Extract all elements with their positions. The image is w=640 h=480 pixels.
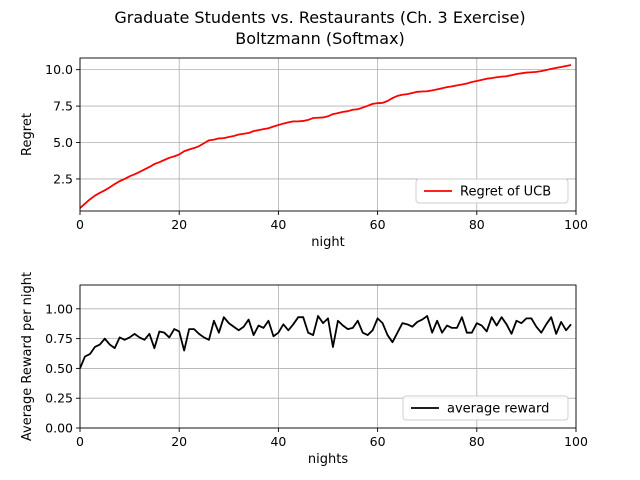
regret-x-tick-label: 60	[370, 217, 386, 232]
reward-x-tick-label: 0	[76, 434, 84, 449]
reward-x-tick-label: 100	[564, 434, 588, 449]
regret-x-tick-label: 20	[171, 217, 187, 232]
average-reward-chart: 0 20 40 60 80 100 0.00 0.25 0.50 0.75 1.00 nights Av…	[20, 272, 588, 467]
reward-y-tick-label: 0.25	[45, 391, 73, 406]
reward-legend: average reward	[402, 395, 569, 421]
reward-x-tick-label: 40	[270, 434, 286, 449]
regret-y-axis-label: Regret	[20, 113, 35, 156]
regret-y-tick-label: 2.5	[53, 171, 73, 186]
regret-x-tick-label: 40	[270, 217, 286, 232]
regret-legend-box	[415, 178, 569, 204]
regret-x-tick-label: 80	[469, 217, 485, 232]
regret-x-axis-label: night	[311, 235, 344, 250]
reward-x-tick-label: 20	[171, 434, 187, 449]
figure-title: Graduate Students vs. Restaurants (Ch. 3…	[114, 8, 525, 27]
reward-y-axis-label: Average Reward per night	[20, 272, 35, 441]
reward-series-line	[79, 315, 572, 369]
regret-series-line	[79, 64, 572, 209]
reward-axes-frame	[79, 284, 577, 429]
regret-legend-label: Regret of UCB	[460, 185, 551, 200]
regret-x-tick-label: 100	[564, 217, 588, 232]
regret-axes-frame	[79, 57, 577, 212]
reward-y-tick-label: 0.75	[45, 331, 73, 346]
regret-y-tick-label: 5.0	[53, 135, 73, 150]
regret-chart: 0 20 40 60 80 100 2.5 5.0 7.5 10.0 night Regret Regr…	[20, 57, 588, 250]
reward-x-axis-label: nights	[308, 452, 348, 467]
regret-legend: Regret of UCB	[415, 178, 569, 204]
reward-y-tick-label: 1.00	[45, 301, 73, 316]
regret-x-tick-label: 0	[76, 217, 84, 232]
reward-x-tick-label: 60	[370, 434, 386, 449]
figure-subtitle: Boltzmann (Softmax)	[235, 29, 405, 48]
reward-x-tick-label: 80	[469, 434, 485, 449]
reward-legend-label: average reward	[447, 402, 549, 417]
regret-y-tick-label: 7.5	[53, 99, 73, 114]
reward-y-tick-label: 0.00	[45, 421, 73, 436]
regret-y-tick-label: 10.0	[45, 62, 73, 77]
reward-y-tick-label: 0.50	[45, 361, 73, 376]
reward-legend-box	[402, 395, 569, 421]
